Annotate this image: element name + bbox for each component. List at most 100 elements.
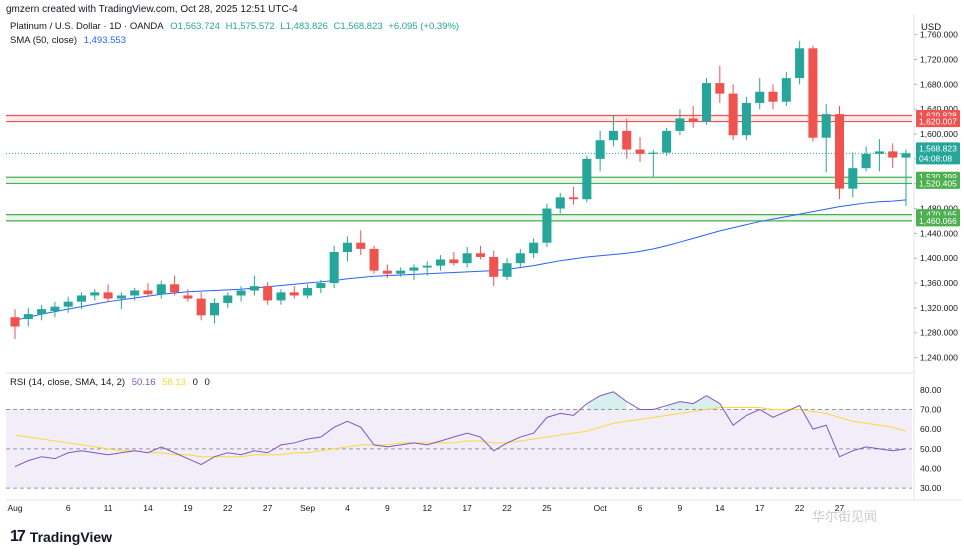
candle-body [635,149,645,154]
support-price-tag [916,215,960,227]
time-tick-label: Oct [594,503,608,513]
rsi-tick-label: 70.00 [920,405,942,415]
rsi-overbought-fill [586,395,601,410]
candle-body [715,83,725,94]
time-tick-label: 6 [66,503,71,513]
candle-body [303,288,313,296]
rsi-overbought-fill [613,391,627,410]
candle-body [143,290,153,295]
support-price-label: 1,470.165 [919,210,957,220]
candle-body [728,93,738,136]
candle-body [821,114,831,138]
candle-body [170,284,180,293]
candle [489,250,499,287]
candle [555,193,565,214]
candle-body [702,83,712,122]
candle [622,118,632,159]
candle [821,104,831,173]
candle-body [236,290,246,296]
candle-body [449,259,459,264]
candle [795,40,805,85]
candle-body [502,263,512,277]
resistance-price-label: 1,629.828 [919,110,957,120]
change-value: +6.095 (+0.39%) [388,21,460,32]
candle [236,286,246,302]
last-price-label: 1,568.823 [919,143,957,153]
time-tick-label: 27 [263,503,273,513]
candle [170,275,180,296]
price-tick-label: 1,440.000 [920,228,958,238]
candle [502,258,512,280]
candle [183,289,193,302]
candle [369,245,379,274]
candle [422,261,432,276]
candle-body [475,253,485,257]
candle-body [116,295,126,299]
time-tick-label: 25 [542,503,552,513]
candle [289,286,299,299]
candle [436,255,446,271]
candle [715,65,725,103]
candle-body [595,140,605,159]
candle-body [422,265,432,268]
candle [63,296,73,313]
currency-label[interactable]: USD [921,22,942,33]
candle [90,289,100,301]
candle [37,304,47,321]
countdown-label: 04:08:08 [919,153,952,163]
candle [263,281,273,305]
candle-body [515,253,525,264]
candle-body [196,298,206,316]
candle [675,109,685,136]
support-price-label: 1,520.405 [919,178,957,188]
candle [103,284,113,302]
time-tick-label: 22 [223,503,233,513]
tradingview-brand[interactable]: 17 TradingView [10,528,112,546]
candle [635,137,645,162]
symbol-label[interactable]: Platinum / U.S. Dollar · 1D · OANDA [10,21,164,32]
candle [542,203,552,248]
price-tick-label: 1,640.000 [920,104,958,114]
candle-body [741,102,751,136]
candle [76,292,87,310]
candle [888,143,898,169]
rsi-line [14,391,907,467]
candle-body [276,292,286,301]
candle-body [582,158,592,200]
candle [529,238,539,259]
candle [595,130,605,172]
candle-body [436,259,446,266]
candle [303,284,313,299]
candle-body [648,152,658,154]
rsi-label[interactable]: RSI (14, close, SMA, 14, 2) [10,377,126,388]
candle-body [489,256,499,277]
candle-body [289,292,299,296]
candle-body [103,292,113,299]
time-tick-label: 9 [385,503,390,513]
candle [662,127,672,156]
candle [462,247,472,268]
candle [608,115,618,147]
last-price-tag [916,142,960,165]
candle [249,275,259,296]
sma-label[interactable]: SMA (50, close) [10,35,78,46]
support-price-label: 1,460.066 [919,216,957,226]
support-zone [6,214,912,221]
price-tick-label: 1,600.000 [920,129,958,139]
candle-body [369,248,379,271]
candle-body [76,295,87,302]
time-tick-label: 17 [755,503,765,513]
candle [156,280,166,299]
candle [276,289,286,305]
tradingview-logo-icon: 17 [10,528,26,545]
candle [741,96,751,141]
candle-body [382,270,392,274]
price-tick-label: 1,760.000 [920,30,958,40]
candle [768,84,778,110]
candle [143,283,153,297]
rsi-tick-label: 40.00 [920,464,942,474]
candle-body [329,252,339,284]
candle-body [156,284,166,295]
candle [515,248,525,268]
